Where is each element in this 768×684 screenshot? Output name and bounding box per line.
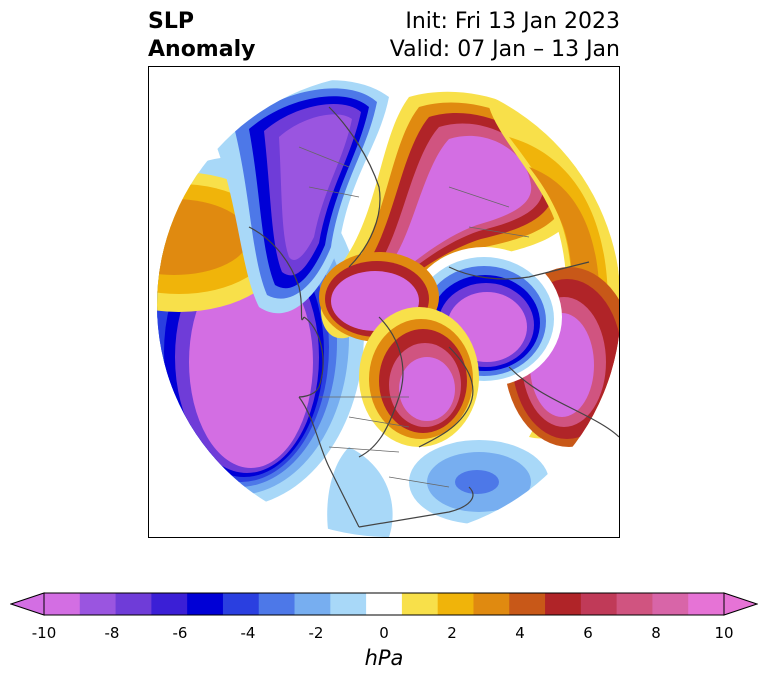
valid-period: Init: Fri 13 Jan 2023 Valid: 07 Jan – 13… <box>390 8 620 64</box>
colorbar-segment <box>187 593 224 615</box>
title-line-2: Anomaly <box>148 37 256 62</box>
colorbar-segment <box>473 593 510 615</box>
colorbar-tick-label: -2 <box>308 624 324 642</box>
colorbar-segment <box>652 593 689 615</box>
colorbar-segment <box>330 593 367 615</box>
colorbar-tick-label: 10 <box>714 624 734 642</box>
valid-range: Valid: 07 Jan – 13 Jan <box>389 37 620 62</box>
europe-arctic-low-anomaly <box>406 247 562 387</box>
colorbar-tick-label: 0 <box>379 624 389 642</box>
colorbar-segment <box>366 593 403 615</box>
colorbar-segment <box>115 593 152 615</box>
colorbar-segment <box>294 593 331 615</box>
political-borders <box>298 146 530 488</box>
colorbar-segment <box>222 593 260 615</box>
colorbar-segment <box>401 593 439 615</box>
colorbar-segment <box>688 593 725 615</box>
eurasia-low-anomaly <box>209 80 389 314</box>
colorbar-tick-label: -6 <box>172 624 188 642</box>
colorbar-unit: hPa <box>364 646 404 670</box>
colorbar-segment <box>580 593 618 615</box>
colorbar-segment <box>616 593 653 615</box>
init-date: Init: Fri 13 Jan 2023 <box>405 9 620 34</box>
colorbar-tick-label: 6 <box>583 624 593 642</box>
colorbar-segment <box>79 593 117 615</box>
colorbar-tick-label: 4 <box>515 624 525 642</box>
colorbar-tick-label: -10 <box>31 624 57 642</box>
colorbar-segment <box>545 593 582 615</box>
coastlines <box>248 106 619 528</box>
colorbar-segment <box>509 593 546 615</box>
chart-title: SLP Anomaly <box>148 8 255 64</box>
colorbar-segment <box>258 593 296 615</box>
title-line-1: SLP <box>148 9 194 34</box>
colorbar-segment <box>151 593 188 615</box>
colorbar-tick-label: 2 <box>447 624 457 642</box>
map-panel <box>148 66 620 538</box>
colorbar-tick-label: -8 <box>104 624 120 642</box>
colorbar <box>10 592 758 616</box>
anomaly-map <box>157 80 619 537</box>
north-america-low-anomaly <box>327 447 393 537</box>
colorbar-min-extension <box>10 592 45 616</box>
north-atlantic-weak-low-anomaly <box>409 440 549 524</box>
colorbar-tick-label: 8 <box>651 624 661 642</box>
colorbar-tick-label: -4 <box>240 624 256 642</box>
colorbar-max-extension <box>723 592 758 616</box>
colorbar-segment <box>44 593 81 615</box>
colorbar-segment <box>437 593 474 615</box>
